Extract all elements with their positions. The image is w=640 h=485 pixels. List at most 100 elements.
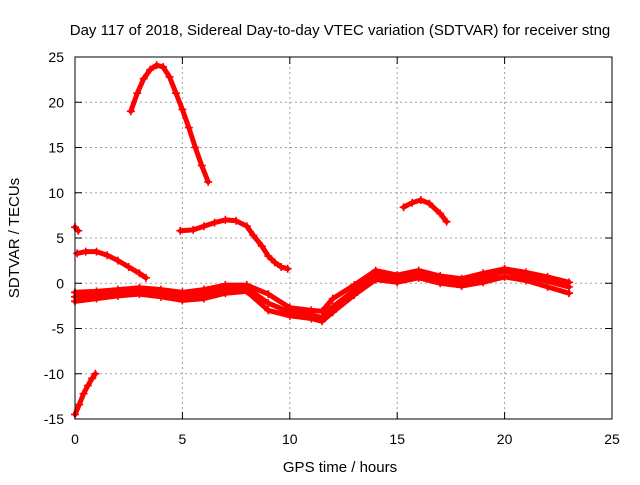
data-point xyxy=(113,256,122,265)
x-axis-label: GPS time / hours xyxy=(283,459,397,476)
data-point xyxy=(318,307,327,316)
data-point xyxy=(257,242,266,251)
data-point xyxy=(83,381,92,390)
data-point xyxy=(371,275,380,284)
x-tick-label: 15 xyxy=(389,431,405,447)
series-arc-mid-hump xyxy=(176,215,292,273)
data-point xyxy=(210,218,219,227)
data-point xyxy=(221,289,230,298)
data-point xyxy=(221,281,230,290)
y-tick-label: 25 xyxy=(48,49,64,65)
x-tick-label: 5 xyxy=(179,431,187,447)
data-point xyxy=(393,271,402,280)
x-tick-label: 0 xyxy=(71,431,79,447)
data-point xyxy=(103,251,112,260)
data-point xyxy=(73,249,82,258)
data-point xyxy=(159,62,168,71)
data-point xyxy=(242,222,251,231)
data-point xyxy=(457,281,466,290)
grid xyxy=(75,57,612,419)
data-point xyxy=(479,269,488,278)
data-point xyxy=(249,231,258,240)
x-tick-label: 25 xyxy=(604,431,620,447)
data-point xyxy=(171,89,180,98)
data-point xyxy=(197,161,206,170)
data-point xyxy=(156,285,165,294)
data-point xyxy=(565,278,574,287)
data-point xyxy=(416,195,425,204)
data-point xyxy=(350,281,359,290)
data-point xyxy=(436,279,445,288)
data-point xyxy=(500,264,509,273)
data-point xyxy=(135,290,144,299)
data-point xyxy=(522,268,531,277)
series-arc-start-high xyxy=(71,223,83,235)
data-point xyxy=(307,306,316,315)
data-point xyxy=(92,247,101,256)
data-point xyxy=(88,374,97,383)
data-point xyxy=(113,291,122,300)
data-point xyxy=(242,287,251,296)
y-tick-label: 0 xyxy=(56,275,64,291)
y-tick-label: -5 xyxy=(52,321,65,337)
data-point xyxy=(126,107,135,116)
x-tick-label: 10 xyxy=(282,431,298,447)
data-point xyxy=(371,266,380,275)
data-point xyxy=(124,262,133,271)
data-point xyxy=(285,303,294,312)
data-point xyxy=(79,389,88,398)
data-point xyxy=(199,285,208,294)
data-point xyxy=(543,282,552,291)
data-point xyxy=(74,226,83,235)
data-point xyxy=(199,222,208,231)
data-point xyxy=(264,306,273,315)
data-point xyxy=(264,299,273,308)
data-point xyxy=(565,289,574,298)
data-point xyxy=(500,272,509,281)
data-point xyxy=(270,258,279,267)
data-point xyxy=(399,203,408,212)
data-point xyxy=(92,287,101,296)
data-point xyxy=(191,143,200,152)
series-band-b xyxy=(71,264,574,316)
series-arc-late-bump xyxy=(399,195,451,226)
data-point xyxy=(436,209,445,218)
data-point xyxy=(277,262,286,271)
series-arc-early-decay xyxy=(73,247,150,282)
data-point xyxy=(141,273,150,282)
data-point xyxy=(264,290,273,299)
data-point xyxy=(139,74,148,83)
data-point xyxy=(91,369,100,378)
y-tick-label: 5 xyxy=(56,230,64,246)
data-point xyxy=(425,199,434,208)
data-point xyxy=(221,215,230,224)
data-point xyxy=(283,264,292,273)
data-point xyxy=(393,278,402,287)
y-tick-label: 20 xyxy=(48,94,64,110)
data-point xyxy=(178,288,187,297)
data-point xyxy=(522,276,531,285)
data-point xyxy=(189,225,198,234)
data-point xyxy=(307,314,316,323)
data-point xyxy=(414,266,423,275)
data-point xyxy=(328,294,337,303)
data-point xyxy=(146,65,155,74)
data-point xyxy=(442,217,451,226)
data-point xyxy=(264,252,273,261)
data-point xyxy=(350,291,359,300)
data-point xyxy=(436,272,445,281)
data-point xyxy=(408,198,417,207)
data-point xyxy=(178,105,187,114)
y-tick-label: 10 xyxy=(48,185,64,201)
series-band-c xyxy=(71,272,574,326)
y-tick-label: 15 xyxy=(48,140,64,156)
data-point xyxy=(204,177,213,186)
chart-title: Day 117 of 2018, Sidereal Day-to-day VTE… xyxy=(70,22,611,39)
x-tick-label: 20 xyxy=(497,431,513,447)
data-point xyxy=(92,294,101,303)
data-point xyxy=(479,278,488,287)
data-point xyxy=(135,269,144,278)
data-point xyxy=(156,292,165,301)
